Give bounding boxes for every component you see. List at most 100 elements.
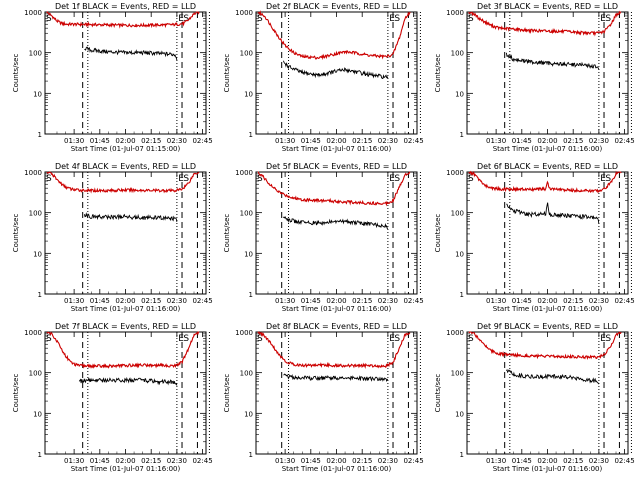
y-tick-label: 1000 xyxy=(24,329,42,337)
x-tick-label: 01:45 xyxy=(90,137,110,145)
event-marker-s: S xyxy=(46,14,52,24)
y-tick-label: 10 xyxy=(33,250,42,258)
chart-title: Det 7f BLACK = Events, RED = LLD xyxy=(55,322,196,331)
chart-title: Det 8f BLACK = Events, RED = LLD xyxy=(266,322,407,331)
y-tick-label: 10 xyxy=(33,410,42,418)
y-tick-label: 100 xyxy=(240,370,253,378)
event-marker-s: S xyxy=(257,174,263,184)
events-series-line xyxy=(506,202,600,225)
y-tick-label: 1 xyxy=(460,131,464,139)
y-tick-label: 100 xyxy=(240,50,253,58)
y-tick-label: 100 xyxy=(451,370,464,378)
event-marker-e: E xyxy=(389,174,395,184)
x-tick-label: 02:45 xyxy=(192,137,212,145)
x-tick-label: 02:30 xyxy=(167,297,187,305)
x-tick-label: 01:45 xyxy=(512,457,532,465)
x-axis-label: Start Time (01-Jul-07 01:15:00) xyxy=(71,145,181,153)
lld-series-line xyxy=(46,331,200,369)
x-tick-label: 01:30 xyxy=(486,137,506,145)
x-tick-label: 02:15 xyxy=(352,137,372,145)
x-tick-label: 01:45 xyxy=(512,137,532,145)
y-tick-label: 1 xyxy=(38,451,42,459)
x-tick-label: 02:45 xyxy=(192,297,212,305)
events-series-line xyxy=(283,373,389,383)
x-tick-label: 02:00 xyxy=(537,137,557,145)
x-tick-label: 01:30 xyxy=(486,457,506,465)
y-tick-label: 1000 xyxy=(446,169,464,177)
event-marker-s: S xyxy=(394,14,400,24)
x-tick-label: 02:00 xyxy=(537,457,557,465)
x-tick-label: 01:30 xyxy=(275,457,295,465)
events-series-line xyxy=(282,60,389,79)
x-axis-label: Start Time (01-Jul-07 01:16:00) xyxy=(493,465,603,473)
chart-panel-3: Det 3f BLACK = Events, RED = LLD 1 10 100 10… xyxy=(434,2,635,153)
lld-series-line xyxy=(46,11,200,29)
x-tick-label: 01:45 xyxy=(301,137,321,145)
x-tick-label: 02:00 xyxy=(326,297,346,305)
y-tick-label: 10 xyxy=(33,90,42,98)
x-tick-label: 02:00 xyxy=(537,297,557,305)
y-tick-label: 1000 xyxy=(446,9,464,17)
lld-series-line xyxy=(468,331,622,360)
event-marker-s: S xyxy=(605,334,611,344)
x-axis-label: Start Time (01-Jul-07 01:16:00) xyxy=(282,465,392,473)
y-tick-label: 100 xyxy=(29,370,42,378)
x-tick-label: 02:15 xyxy=(352,297,372,305)
y-tick-label: 1000 xyxy=(235,329,253,337)
y-tick-label: 100 xyxy=(29,210,42,218)
y-axis-label: Counts/sec xyxy=(12,214,20,253)
event-marker-e: E xyxy=(178,174,184,184)
event-marker-e: E xyxy=(178,334,184,344)
event-marker-s: S xyxy=(183,334,189,344)
events-series-line xyxy=(78,376,178,386)
event-marker-e: E xyxy=(600,174,606,184)
y-tick-label: 10 xyxy=(244,90,253,98)
y-tick-label: 1 xyxy=(460,291,464,299)
y-tick-label: 100 xyxy=(451,210,464,218)
x-tick-label: 02:30 xyxy=(378,137,398,145)
x-tick-label: 01:45 xyxy=(90,297,110,305)
x-tick-label: 02:30 xyxy=(167,457,187,465)
event-marker-e: E xyxy=(600,14,606,24)
y-tick-label: 1000 xyxy=(235,169,253,177)
y-tick-label: 1000 xyxy=(24,169,42,177)
y-tick-label: 1 xyxy=(249,291,253,299)
y-tick-label: 10 xyxy=(455,90,464,98)
x-tick-label: 01:30 xyxy=(64,457,84,465)
chart-panel-8: Det 8f BLACK = Events, RED = LLD 1 10 100 10… xyxy=(223,322,424,473)
event-marker-s: S xyxy=(605,14,611,24)
x-tick-label: 02:30 xyxy=(589,297,609,305)
event-marker-s: S xyxy=(394,334,400,344)
y-tick-label: 1000 xyxy=(235,9,253,17)
y-axis-label: Counts/sec xyxy=(223,214,231,253)
y-axis-label: Counts/sec xyxy=(434,54,442,93)
x-tick-label: 01:30 xyxy=(64,137,84,145)
chart-title: Det 6f BLACK = Events, RED = LLD xyxy=(477,162,618,171)
x-tick-label: 02:15 xyxy=(141,297,161,305)
y-tick-label: 1 xyxy=(249,451,253,459)
lld-series-line xyxy=(257,171,411,207)
x-tick-label: 02:45 xyxy=(403,457,423,465)
x-tick-label: 02:15 xyxy=(563,297,583,305)
y-tick-label: 1000 xyxy=(446,329,464,337)
x-tick-label: 01:45 xyxy=(301,457,321,465)
event-marker-s: S xyxy=(183,174,189,184)
x-tick-label: 01:30 xyxy=(275,297,295,305)
x-tick-label: 02:30 xyxy=(589,137,609,145)
x-tick-label: 02:45 xyxy=(614,457,634,465)
x-tick-label: 02:30 xyxy=(378,457,398,465)
y-tick-label: 1 xyxy=(38,131,42,139)
x-tick-label: 02:00 xyxy=(115,457,135,465)
event-marker-s: S xyxy=(468,174,474,184)
x-tick-label: 01:30 xyxy=(275,137,295,145)
events-series-line xyxy=(505,52,600,70)
event-marker-s: S xyxy=(394,174,400,184)
y-axis-label: Counts/sec xyxy=(434,214,442,253)
x-tick-label: 02:15 xyxy=(563,137,583,145)
chart-panel-2: Det 2f BLACK = Events, RED = LLD 1 10 100 10… xyxy=(223,2,424,153)
chart-title: Det 3f BLACK = Events, RED = LLD xyxy=(477,2,618,11)
x-tick-label: 02:30 xyxy=(167,137,187,145)
y-axis-label: Counts/sec xyxy=(223,374,231,413)
x-tick-label: 01:30 xyxy=(486,297,506,305)
y-tick-label: 1 xyxy=(249,131,253,139)
